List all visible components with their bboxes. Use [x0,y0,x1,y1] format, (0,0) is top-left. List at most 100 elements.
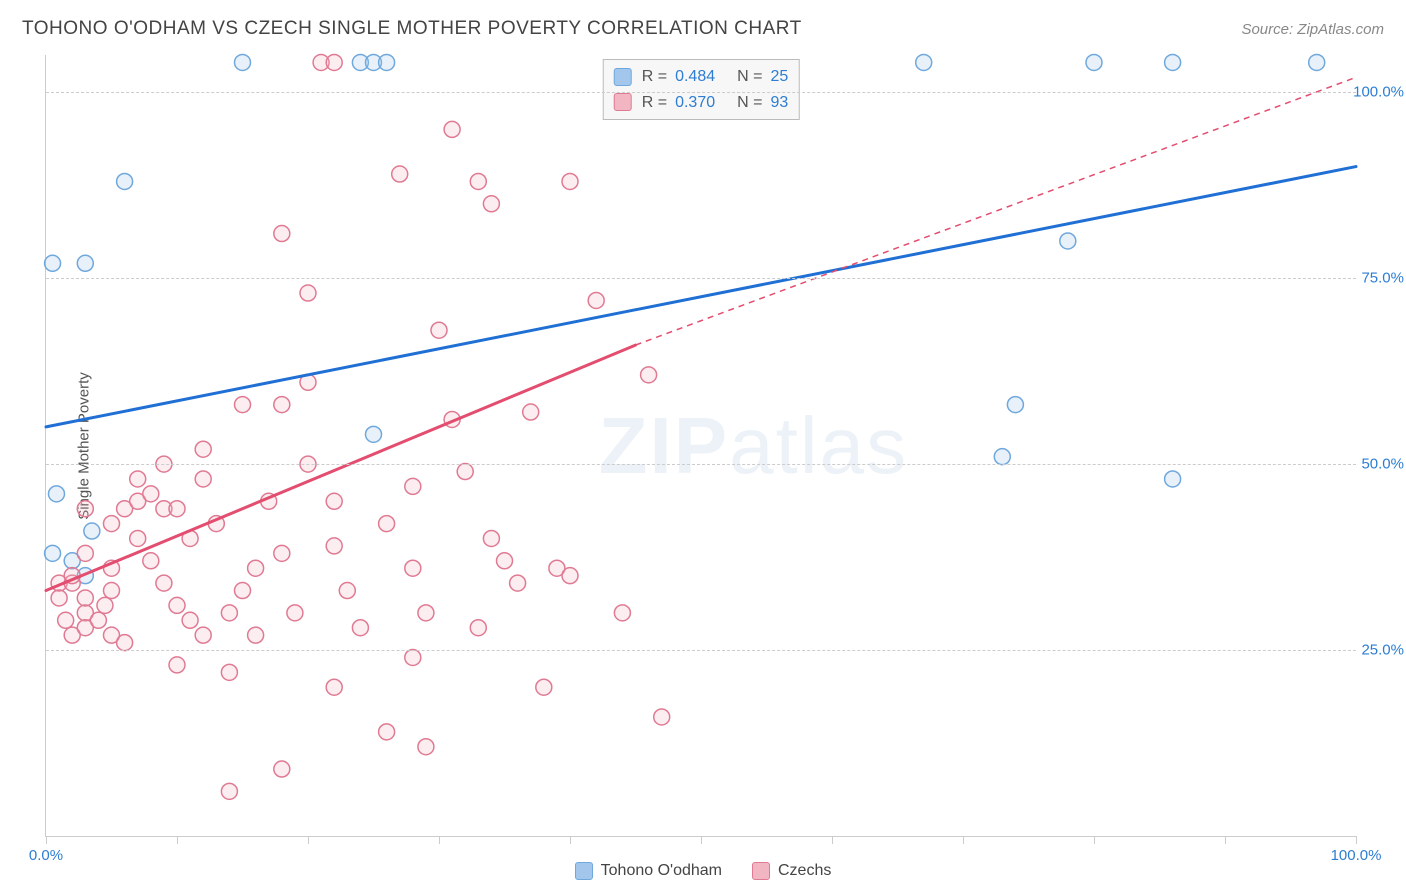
scatter-point [130,471,146,487]
scatter-point [45,255,61,271]
scatter-point [418,605,434,621]
scatter-point [352,620,368,636]
x-tick [308,836,309,844]
scatter-point [510,575,526,591]
scatter-point [97,597,113,613]
legend-r-label: R = [642,90,667,116]
scatter-point [169,501,185,517]
scatter-point [235,397,251,413]
legend-r-label: R = [642,64,667,90]
gridline-h [46,464,1356,465]
scatter-point [339,583,355,599]
x-tick [1094,836,1095,844]
scatter-point [379,54,395,70]
scatter-point [483,530,499,546]
scatter-point [77,590,93,606]
scatter-point [379,724,395,740]
scatter-point [405,478,421,494]
scatter-point [994,449,1010,465]
scatter-point [169,597,185,613]
x-tick [177,836,178,844]
gridline-h [46,92,1356,93]
legend-series-label: Czechs [778,862,831,880]
scatter-point [274,545,290,561]
x-tick [439,836,440,844]
scatter-point [117,635,133,651]
series-legend: Tohono O'odham Czechs [0,862,1406,880]
scatter-point [235,583,251,599]
scatter-point [470,173,486,189]
scatter-point [326,538,342,554]
chart-title: TOHONO O'ODHAM VS CZECH SINGLE MOTHER PO… [22,18,802,40]
scatter-point [274,226,290,242]
scatter-point [84,523,100,539]
legend-n-value: 93 [770,90,788,116]
chart-plot-area: ZIPatlas R =0.484N =25R =0.370N =93 25.0… [45,55,1356,837]
scatter-point [48,486,64,502]
scatter-point [326,54,342,70]
scatter-point [221,783,237,799]
scatter-point [1165,471,1181,487]
scatter-point [497,553,513,569]
scatter-point [130,530,146,546]
gridline-h [46,278,1356,279]
scatter-point [45,545,61,561]
scatter-point [444,121,460,137]
x-tick [832,836,833,844]
scatter-point [221,664,237,680]
scatter-point [195,627,211,643]
scatter-point [562,173,578,189]
scatter-point [221,605,237,621]
scatter-point [392,166,408,182]
scatter-point [248,560,264,576]
y-tick-label: 75.0% [1361,270,1404,287]
scatter-point [1060,233,1076,249]
scatter-point [104,516,120,532]
scatter-point [366,426,382,442]
y-tick-label: 100.0% [1353,84,1404,101]
legend-correlation-row: R = 0.484 N = 25 [614,64,789,90]
x-tick [570,836,571,844]
scatter-point [418,739,434,755]
source-label: Source: ZipAtlas.com [1241,21,1384,38]
scatter-point [641,367,657,383]
scatter-point [77,501,93,517]
scatter-point [90,612,106,628]
chart-header: TOHONO O'ODHAM VS CZECH SINGLE MOTHER PO… [22,18,1384,40]
scatter-point [58,612,74,628]
y-tick-label: 50.0% [1361,456,1404,473]
scatter-point [1165,54,1181,70]
x-tick [1356,836,1357,844]
scatter-point [326,493,342,509]
scatter-point [235,54,251,70]
scatter-point [1309,54,1325,70]
correlation-legend: R = 0.484 N = 25R = 0.370 N = 93 [603,59,800,120]
legend-swatch [752,862,770,880]
scatter-point [287,605,303,621]
scatter-point [536,679,552,695]
scatter-point [143,486,159,502]
x-tick [701,836,702,844]
scatter-point [1007,397,1023,413]
legend-correlation-row: R =0.370N =93 [614,90,789,116]
legend-series-item: Czechs [752,862,831,880]
scatter-point [77,255,93,271]
scatter-point [523,404,539,420]
legend-series-label: Tohono O'odham [601,862,722,880]
trend-line [46,167,1356,427]
scatter-point [77,545,93,561]
scatter-point [916,54,932,70]
scatter-point [195,441,211,457]
scatter-point [654,709,670,725]
legend-n-value: 25 [770,64,788,90]
scatter-point [182,612,198,628]
legend-swatch [614,68,632,86]
scatter-point [117,173,133,189]
legend-r-value: 0.484 [675,64,715,90]
legend-series-item: Tohono O'odham [575,862,722,880]
legend-swatch [575,862,593,880]
scatter-point [470,620,486,636]
legend-r-value: 0.370 [675,90,715,116]
legend-n-label: N = [737,64,762,90]
scatter-point [614,605,630,621]
